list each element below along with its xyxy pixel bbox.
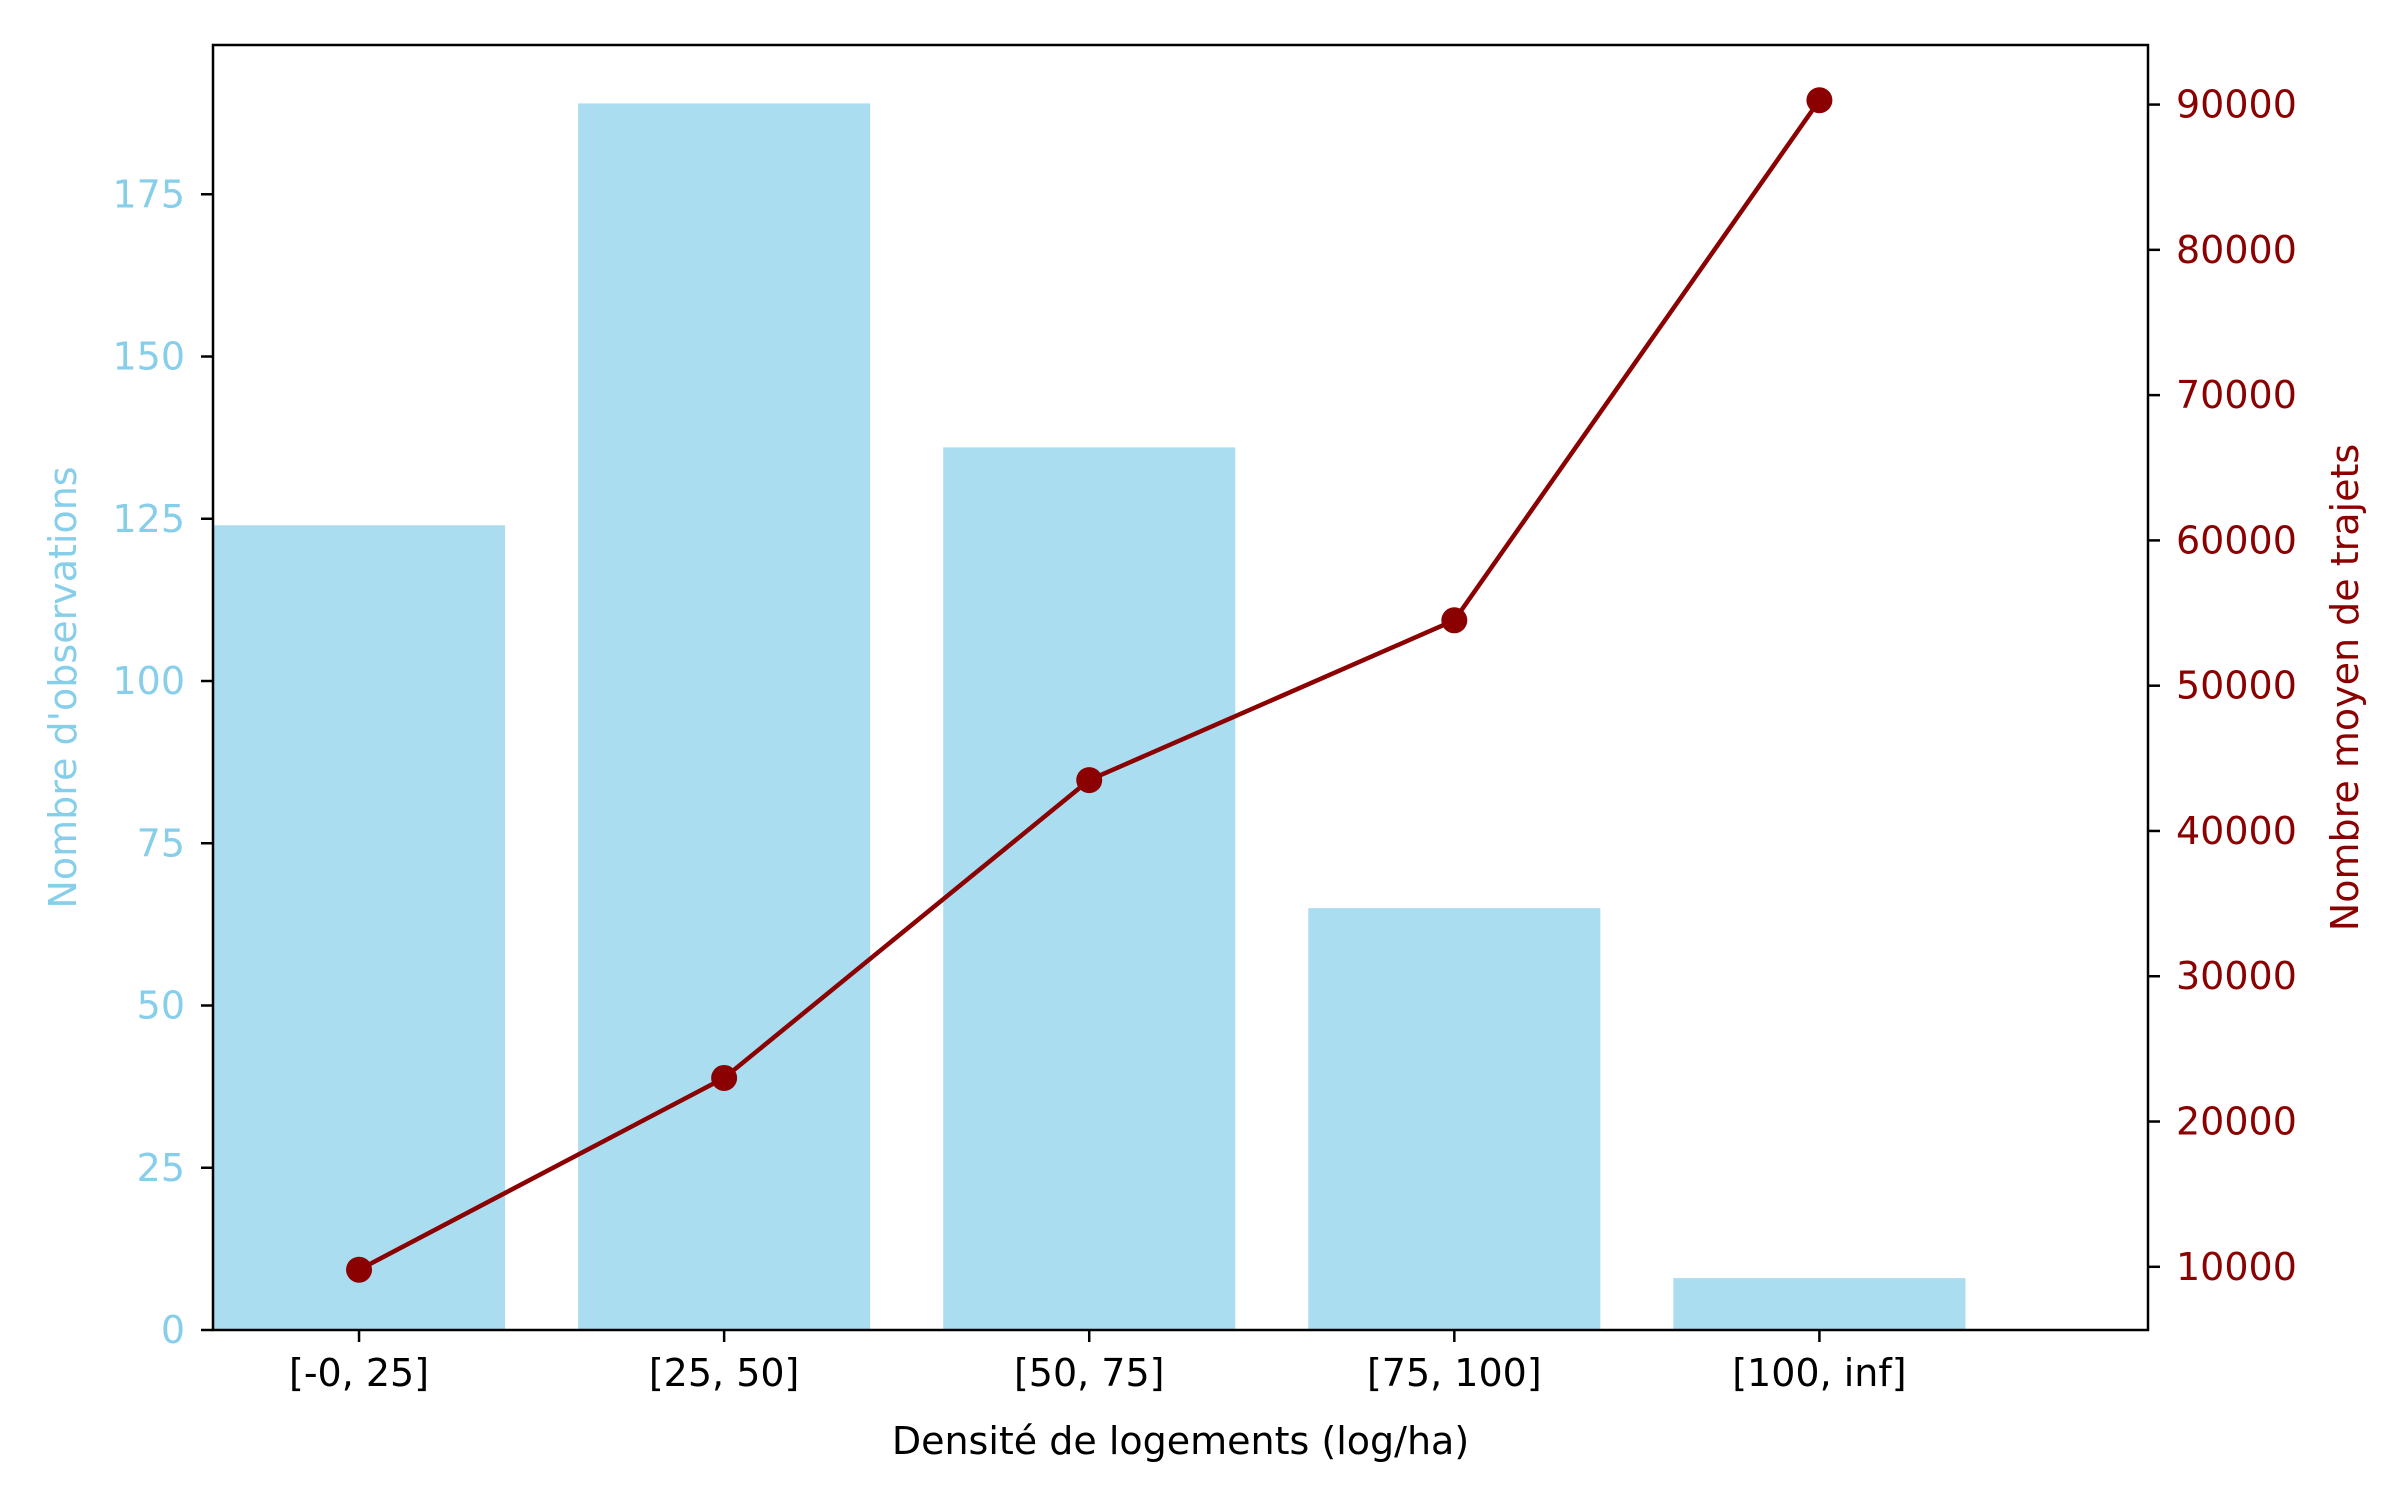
bar-3: [1308, 908, 1601, 1330]
line-point-2: [1076, 767, 1103, 794]
x-tick-label: [50, 75]: [1014, 1351, 1165, 1395]
y-right-tick-label: 90000: [2176, 83, 2297, 127]
y-right-tick-label: 70000: [2176, 373, 2297, 417]
y-right-tick-label: 80000: [2176, 228, 2297, 272]
y-left-tick-label: 125: [112, 497, 185, 541]
y-left-tick-label: 50: [137, 984, 185, 1028]
line-series: [346, 87, 1833, 1283]
x-tick-label: [100, inf]: [1732, 1351, 1906, 1395]
y-left-tick-label: 100: [112, 659, 185, 703]
y-axis-left-label: Nombre d'observations: [41, 466, 85, 908]
line-point-0: [346, 1256, 373, 1283]
bar-series: [213, 103, 1966, 1331]
axes: [-0, 25] [25, 50] [50, 75] [75, 100] [100, i…: [112, 43, 2297, 1395]
y-right-tick-label: 60000: [2176, 518, 2297, 562]
bar-0: [213, 525, 506, 1330]
y-right-tick-label: 10000: [2176, 1245, 2297, 1289]
y-left-tick-label: 150: [112, 335, 185, 379]
y-right-tick-label: 30000: [2176, 954, 2297, 998]
plot-frame: [211, 43, 2150, 1332]
y-left-tick-label: 25: [137, 1146, 185, 1190]
x-axis-label: Densité de logements (log/ha): [892, 1419, 1469, 1463]
y-left-tick-label: 175: [112, 172, 185, 216]
y-axis-right-label: Nombre moyen de trajets: [2323, 444, 2367, 931]
y-right-tick-label: 50000: [2176, 664, 2297, 708]
line-point-3: [1441, 607, 1468, 634]
x-tick-label: [-0, 25]: [289, 1351, 429, 1395]
x-tick-label: [75, 100]: [1367, 1351, 1542, 1395]
x-tick-label: [25, 50]: [649, 1351, 800, 1395]
y-left-tick-label: 0: [161, 1308, 185, 1352]
y-right-tick-label: 20000: [2176, 1100, 2297, 1144]
line-point-4: [1806, 87, 1833, 114]
y-right-tick-label: 40000: [2176, 809, 2297, 853]
bar-2: [943, 447, 1236, 1330]
y-left-tick-label: 75: [137, 821, 185, 865]
bar-4: [1673, 1278, 1966, 1330]
bar-1: [578, 103, 871, 1331]
line-point-1: [711, 1064, 738, 1091]
